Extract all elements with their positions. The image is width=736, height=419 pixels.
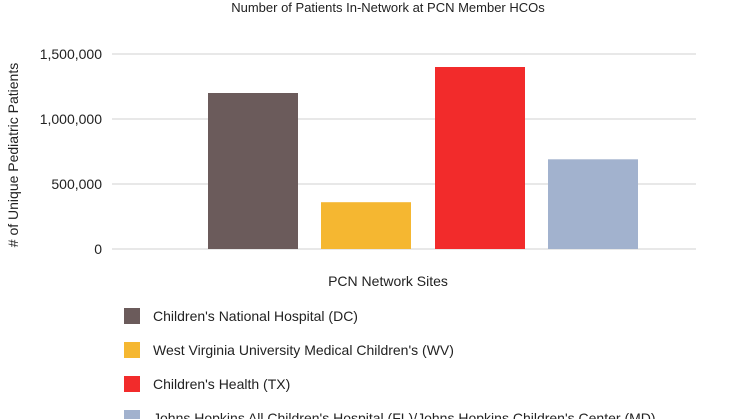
bar — [208, 93, 298, 249]
legend-swatch — [124, 376, 140, 392]
legend-item: Children's Health (TX) — [124, 376, 290, 392]
bar — [435, 67, 525, 249]
legend-item: Children's National Hospital (DC) — [124, 308, 358, 324]
legend-label: Johns Hopkins All Children's Hospital (F… — [153, 410, 656, 419]
y-tick-label: 1,500,000 — [40, 46, 102, 62]
legend-item: Johns Hopkins All Children's Hospital (F… — [124, 410, 656, 419]
legend-label: Children's National Hospital (DC) — [153, 308, 358, 324]
legend-swatch — [124, 308, 140, 324]
legend-item: West Virginia University Medical Childre… — [124, 342, 454, 358]
legend-label: Children's Health (TX) — [153, 376, 290, 392]
bar — [548, 159, 638, 249]
y-axis-label: # of Unique Pediatric Patients — [5, 63, 21, 247]
y-tick-label: 500,000 — [51, 176, 102, 192]
x-axis-label: PCN Network Sites — [328, 273, 448, 289]
bar — [321, 202, 411, 249]
y-tick-label: 0 — [94, 241, 102, 257]
y-axis-ticks: 0 500,000 1,000,000 1,500,000 — [40, 46, 103, 257]
legend-swatch — [124, 410, 140, 419]
chart-title: Number of Patients In-Network at PCN Mem… — [231, 0, 545, 15]
legend-swatch — [124, 342, 140, 358]
bars — [208, 67, 638, 249]
y-tick-label: 1,000,000 — [40, 111, 102, 127]
legend-label: West Virginia University Medical Childre… — [153, 342, 454, 358]
legend: Children's National Hospital (DC) West Vi… — [124, 308, 656, 419]
